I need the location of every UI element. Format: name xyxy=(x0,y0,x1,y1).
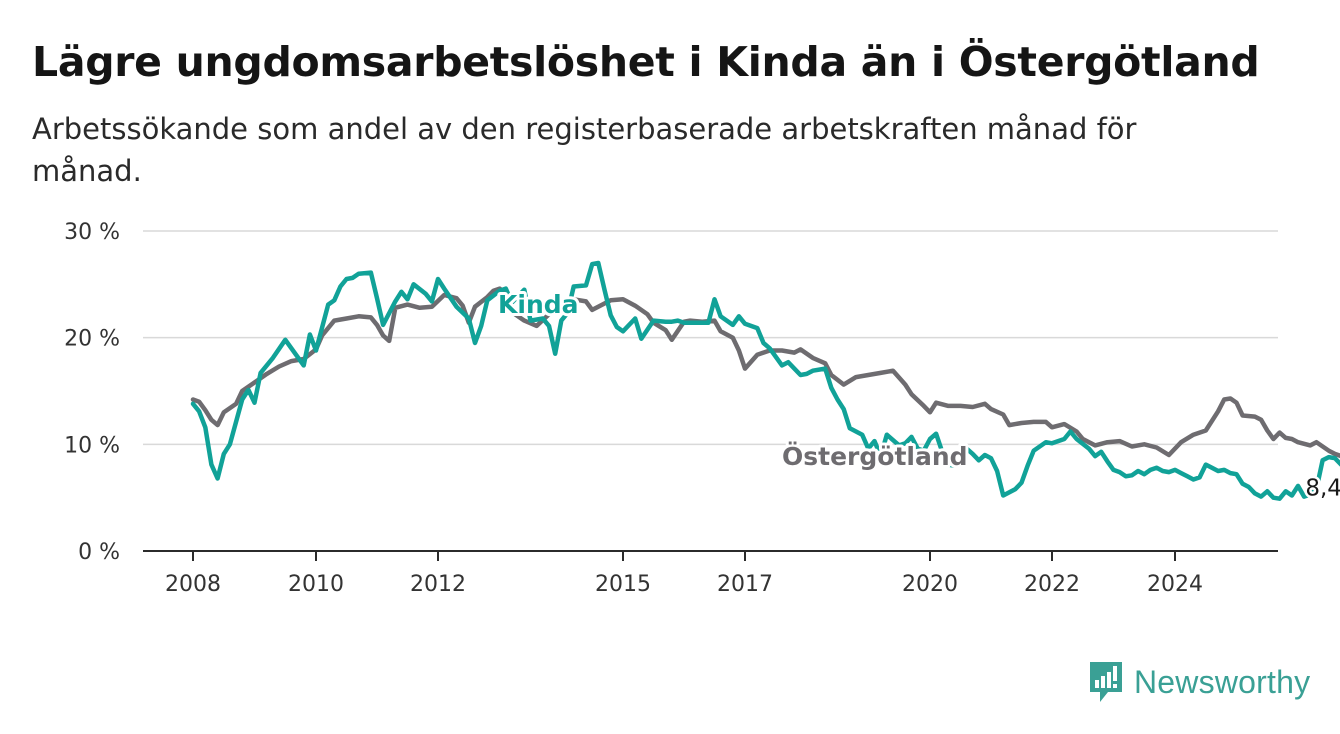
y-tick-label: 20 % xyxy=(64,327,120,352)
y-tick-label: 0 % xyxy=(78,540,120,565)
y-tick-label: 30 % xyxy=(64,220,120,245)
end-value-label: 8,4 % xyxy=(1305,475,1340,501)
x-tick-label: 2022 xyxy=(1024,572,1080,597)
newsworthy-logo: Newsworthy xyxy=(1088,660,1310,704)
x-tick-label: 2010 xyxy=(288,572,344,597)
x-tick-label: 2020 xyxy=(902,572,958,597)
x-tick-label: 2008 xyxy=(165,572,221,597)
chart-title: Lägre ungdomsarbetslöshet i Kinda än i Ö… xyxy=(32,38,1260,86)
chart-subtitle: Arbetssökande som andel av den registerb… xyxy=(32,112,1137,188)
series-line--sterg-tland xyxy=(190,286,1340,459)
x-axis: 2008 2010 2012 2015 2017 2020 2022 2024 xyxy=(143,550,1278,597)
y-axis-ticks: 0 % 10 % 20 % 30 % xyxy=(64,220,120,565)
series-annotation: Kinda xyxy=(498,290,579,319)
x-tick-label: 2024 xyxy=(1147,572,1203,597)
x-tick-label: 2015 xyxy=(595,572,651,597)
series-annotation: Östergötland xyxy=(782,441,968,471)
series-line-kinda xyxy=(190,260,1340,501)
bar-chart-exclamation-icon xyxy=(1090,662,1122,702)
y-tick-label: 10 % xyxy=(64,433,120,458)
brand-name: Newsworthy xyxy=(1134,663,1311,700)
x-tick-label: 2012 xyxy=(410,572,466,597)
x-tick-label: 2017 xyxy=(717,572,773,597)
series-lines xyxy=(190,260,1340,501)
